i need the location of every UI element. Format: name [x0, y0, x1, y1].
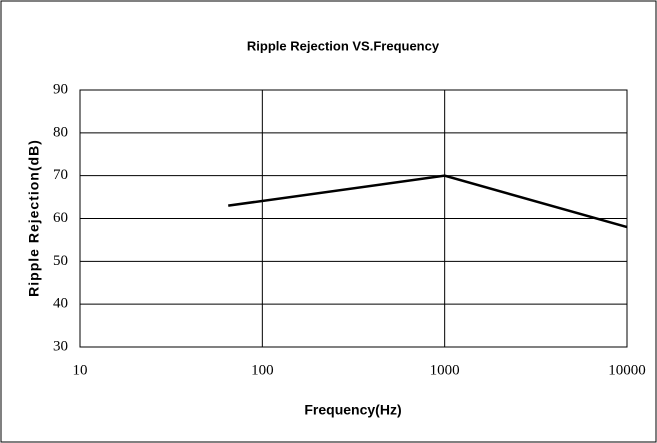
- chart-title: Ripple Rejection VS.Frequency: [247, 38, 440, 53]
- y-tick-label: 60: [53, 210, 68, 226]
- plot-area: [79, 89, 628, 348]
- x-tick-label: 1000: [430, 362, 460, 378]
- y-tick-label: 40: [53, 296, 68, 312]
- x-tick-label: 10: [73, 362, 88, 378]
- data-line: [228, 174, 628, 229]
- y-tick-label: 50: [53, 253, 68, 269]
- x-tick-label: 10000: [608, 362, 646, 378]
- x-axis-label: Frequency(Hz): [304, 402, 401, 418]
- y-tick-label: 90: [53, 81, 68, 97]
- y-tick-label: 70: [53, 167, 68, 183]
- x-tick-label: 100: [251, 362, 274, 378]
- y-tick-label: 80: [53, 124, 68, 140]
- y-tick-label: 30: [53, 338, 68, 354]
- y-axis-label: Ripple Rejection(dB): [26, 139, 42, 297]
